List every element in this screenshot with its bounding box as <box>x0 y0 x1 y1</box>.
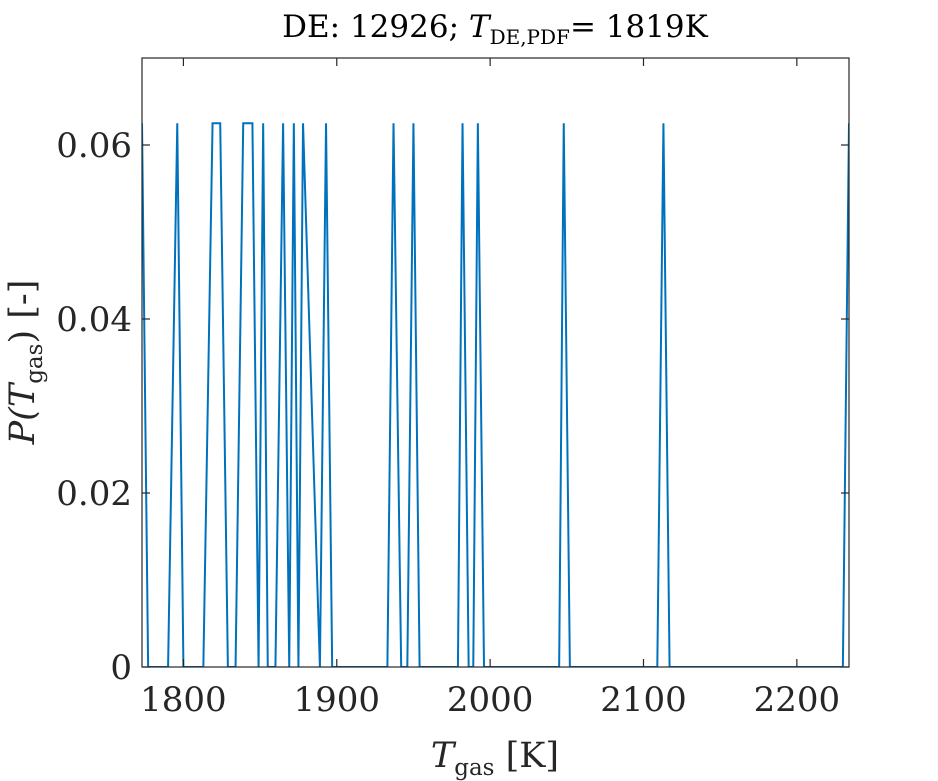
x-tick-label: 2000 <box>447 680 534 720</box>
y-tick-label: 0.04 <box>56 300 132 340</box>
y-axis-symbol: T <box>3 381 43 407</box>
x-tick-label: 2200 <box>754 680 841 720</box>
y-axis-label: P(Tgas) [-] <box>3 280 48 446</box>
x-tick-label: 2100 <box>600 680 687 720</box>
y-axis-prefix: P( <box>3 406 43 446</box>
x-axis-subscript: gas <box>454 755 494 781</box>
ticks-layer: 1800 1900 2000 2100 2200 0 0.02 0.04 0.06 <box>56 58 849 720</box>
title-symbol: T <box>469 9 492 45</box>
x-axis-label: Tgas [K] <box>431 736 559 781</box>
y-tick-label: 0.06 <box>56 126 132 166</box>
x-axis-symbol: T <box>431 736 457 776</box>
title-prefix: DE: 12926; <box>282 9 469 45</box>
x-axis-unit: [K] <box>495 736 560 776</box>
x-tick-label: 1800 <box>140 680 227 720</box>
chart-title: DE: 12926; TDE,PDF= 1819K <box>282 9 708 49</box>
y-tick-label: 0.02 <box>56 474 132 514</box>
plot-frame <box>141 57 850 668</box>
series-line <box>142 122 849 667</box>
series-layer <box>142 122 849 667</box>
y-axis-suffix: ) [-] <box>3 280 43 344</box>
title-subscript: DE,PDF <box>490 25 570 49</box>
plot-area <box>142 58 849 667</box>
x-tick-label: 1900 <box>294 680 381 720</box>
title-suffix: = 1819K <box>570 9 709 45</box>
y-tick-label: 0 <box>110 648 132 688</box>
y-axis-subscript: gas <box>22 344 48 384</box>
